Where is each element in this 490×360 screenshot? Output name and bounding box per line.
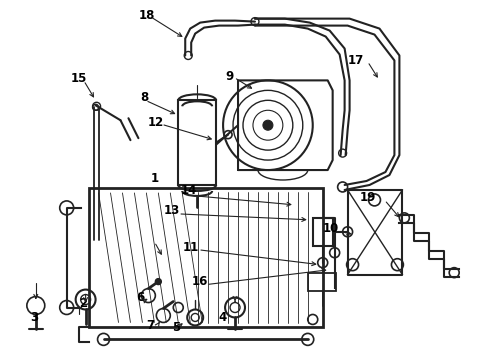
Text: 8: 8 xyxy=(140,91,148,104)
Bar xyxy=(89,188,323,328)
Text: 13: 13 xyxy=(164,204,180,217)
Text: 6: 6 xyxy=(136,291,144,304)
Text: 16: 16 xyxy=(192,275,208,288)
Bar xyxy=(308,273,336,291)
Text: 12: 12 xyxy=(148,116,164,129)
Text: 1: 1 xyxy=(150,172,159,185)
Text: 11: 11 xyxy=(182,241,198,254)
Text: 14: 14 xyxy=(181,184,197,197)
Text: 18: 18 xyxy=(138,9,154,22)
Text: 15: 15 xyxy=(71,72,87,85)
Circle shape xyxy=(155,279,161,285)
Text: 9: 9 xyxy=(225,69,234,82)
Text: 19: 19 xyxy=(360,191,376,204)
Circle shape xyxy=(263,120,273,130)
Text: 7: 7 xyxy=(146,319,154,332)
Text: 2: 2 xyxy=(79,297,87,310)
Text: 10: 10 xyxy=(322,222,339,235)
Text: 3: 3 xyxy=(30,311,38,324)
Text: 17: 17 xyxy=(348,54,365,67)
Bar xyxy=(313,218,333,246)
Bar xyxy=(178,100,216,185)
Text: 5: 5 xyxy=(172,320,181,333)
Text: 4: 4 xyxy=(219,311,227,324)
